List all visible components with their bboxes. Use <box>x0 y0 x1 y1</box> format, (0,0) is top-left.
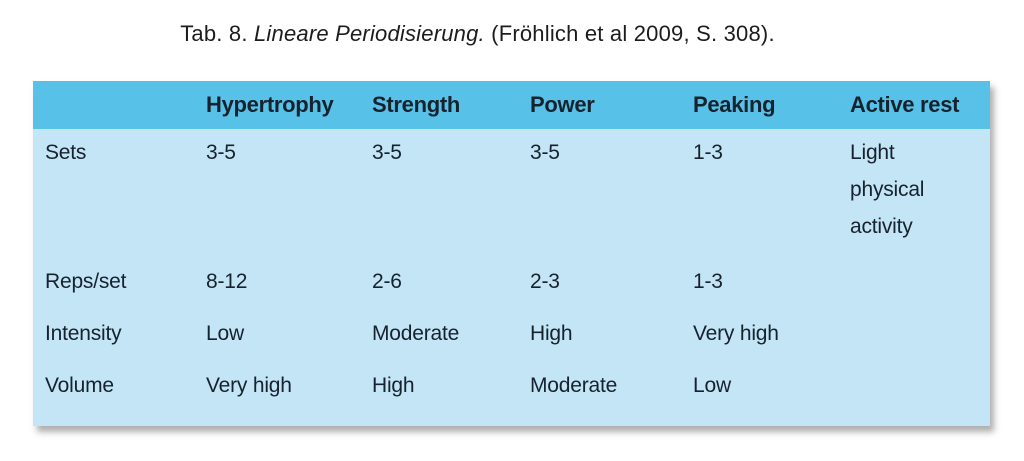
row-label: Sets <box>45 141 87 164</box>
caption-prefix: Tab. 8. <box>180 21 254 46</box>
cell-value: 3-5 <box>206 141 236 164</box>
table-row-sets: Sets 3-5 3-5 3-5 1-3 Light physical acti… <box>33 129 990 258</box>
cell-value: Low <box>693 374 731 397</box>
header-cell-empty <box>33 81 194 129</box>
cell-value: 1-3 <box>693 270 723 293</box>
row-label: Intensity <box>45 322 122 345</box>
cell-value: 3-5 <box>372 141 402 164</box>
header-cell-strength: Strength <box>372 92 461 117</box>
table-row-volume: Volume Very high High Moderate Low <box>33 362 990 426</box>
header-cell-peaking: Peaking <box>693 92 776 117</box>
cell-value <box>838 258 990 310</box>
cell-value: Very high <box>693 322 779 345</box>
caption-citation: (Fröhlich et al 2009, S. 308). <box>484 21 775 46</box>
header-row: Hypertrophy Strength Power Peaking Activ… <box>33 81 990 129</box>
table-caption: Tab. 8. Lineare Periodisierung. (Fröhlic… <box>0 21 955 47</box>
cell-value: 2-6 <box>372 270 402 293</box>
cell-value: Very high <box>206 374 292 397</box>
table-row-reps-set: Reps/set 8-12 2-6 2-3 1-3 <box>33 258 990 310</box>
cell-value: 3-5 <box>530 141 560 164</box>
cell-value: Light physical activity <box>838 129 990 258</box>
caption-title-italic: Lineare Periodisierung. <box>254 21 485 46</box>
header-cell-active-rest: Active rest <box>850 92 960 117</box>
header-cell-power: Power <box>530 92 595 117</box>
cell-value: High <box>372 374 415 397</box>
cell-value: 1-3 <box>693 141 723 164</box>
cell-value: High <box>530 322 573 345</box>
cell-value: Moderate <box>372 322 460 345</box>
cell-value-text: Light physical activity <box>850 141 925 238</box>
cell-value: 8-12 <box>206 270 248 293</box>
cell-value: 2-3 <box>530 270 560 293</box>
cell-value <box>838 362 990 426</box>
header-cell-hypertrophy: Hypertrophy <box>206 92 334 117</box>
row-label: Volume <box>45 374 114 397</box>
cell-value: Moderate <box>530 374 618 397</box>
cell-value: Low <box>206 322 244 345</box>
table-row-intensity: Intensity Low Moderate High Very high <box>33 310 990 362</box>
cell-value <box>838 310 990 362</box>
row-label: Reps/set <box>45 270 127 293</box>
periodization-table: Hypertrophy Strength Power Peaking Activ… <box>33 81 990 426</box>
